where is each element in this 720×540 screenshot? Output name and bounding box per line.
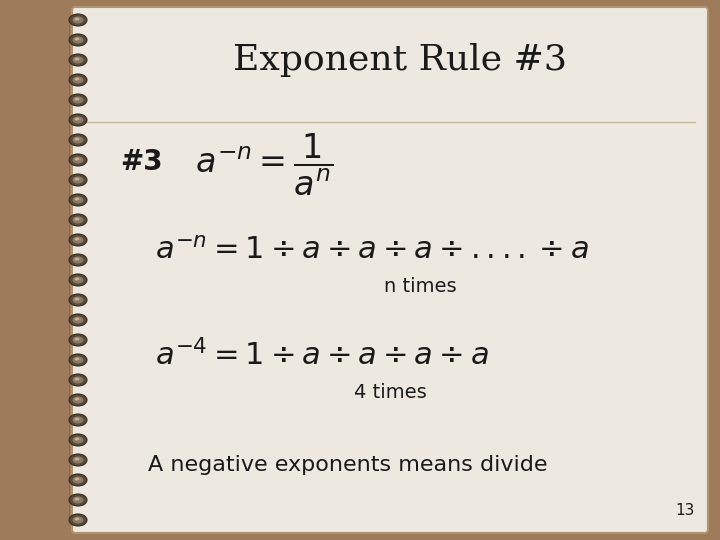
Ellipse shape xyxy=(74,477,79,481)
Ellipse shape xyxy=(74,517,79,521)
Ellipse shape xyxy=(73,157,84,164)
Text: 4 times: 4 times xyxy=(354,382,426,402)
Ellipse shape xyxy=(74,318,79,321)
Ellipse shape xyxy=(69,294,87,306)
Text: 13: 13 xyxy=(675,503,695,518)
Text: $a^{-n} = 1\div a\div a\div a\div ....\div a$: $a^{-n} = 1\div a\div a\div a\div ....\d… xyxy=(155,235,589,265)
Ellipse shape xyxy=(73,137,84,144)
Ellipse shape xyxy=(74,397,79,401)
FancyBboxPatch shape xyxy=(72,7,708,533)
Ellipse shape xyxy=(74,298,79,300)
Ellipse shape xyxy=(69,234,87,246)
Ellipse shape xyxy=(69,454,87,466)
Text: #3: #3 xyxy=(120,148,163,176)
Ellipse shape xyxy=(69,194,87,206)
Ellipse shape xyxy=(74,198,79,200)
Ellipse shape xyxy=(74,278,79,280)
Ellipse shape xyxy=(73,376,84,383)
Ellipse shape xyxy=(69,314,87,326)
Ellipse shape xyxy=(74,98,79,100)
Ellipse shape xyxy=(73,197,84,204)
Ellipse shape xyxy=(69,494,87,506)
Ellipse shape xyxy=(69,134,87,146)
Ellipse shape xyxy=(73,256,84,264)
Ellipse shape xyxy=(74,138,79,140)
Ellipse shape xyxy=(69,394,87,406)
Ellipse shape xyxy=(69,474,87,486)
Ellipse shape xyxy=(74,437,79,441)
Ellipse shape xyxy=(73,177,84,184)
Ellipse shape xyxy=(69,34,87,46)
Ellipse shape xyxy=(69,354,87,366)
Ellipse shape xyxy=(69,214,87,226)
Ellipse shape xyxy=(73,117,84,124)
Ellipse shape xyxy=(74,37,79,40)
Ellipse shape xyxy=(73,396,84,403)
Text: A negative exponents means divide: A negative exponents means divide xyxy=(148,455,547,475)
Text: $a^{-4} = 1\div a\div a\div a\div a$: $a^{-4} = 1\div a\div a\div a\div a$ xyxy=(155,339,489,372)
Ellipse shape xyxy=(73,496,84,503)
Ellipse shape xyxy=(74,57,79,60)
Ellipse shape xyxy=(73,237,84,244)
Ellipse shape xyxy=(69,94,87,106)
Ellipse shape xyxy=(74,258,79,260)
Ellipse shape xyxy=(73,97,84,104)
Ellipse shape xyxy=(74,357,79,361)
Ellipse shape xyxy=(74,497,79,501)
Ellipse shape xyxy=(69,374,87,386)
Ellipse shape xyxy=(73,336,84,343)
Ellipse shape xyxy=(69,514,87,526)
Ellipse shape xyxy=(73,77,84,84)
Ellipse shape xyxy=(74,158,79,160)
Ellipse shape xyxy=(69,114,87,126)
Ellipse shape xyxy=(73,217,84,224)
Ellipse shape xyxy=(73,436,84,443)
Ellipse shape xyxy=(74,178,79,180)
Text: n times: n times xyxy=(384,278,456,296)
Ellipse shape xyxy=(73,276,84,284)
Ellipse shape xyxy=(73,37,84,44)
Ellipse shape xyxy=(69,414,87,426)
Ellipse shape xyxy=(73,476,84,483)
Ellipse shape xyxy=(74,417,79,421)
Ellipse shape xyxy=(69,54,87,66)
Ellipse shape xyxy=(73,57,84,64)
Ellipse shape xyxy=(74,338,79,341)
Ellipse shape xyxy=(73,296,84,303)
Ellipse shape xyxy=(69,254,87,266)
Text: $a^{-n} = \dfrac{1}{a^{n}}$: $a^{-n} = \dfrac{1}{a^{n}}$ xyxy=(195,132,333,198)
Ellipse shape xyxy=(73,316,84,323)
Ellipse shape xyxy=(74,457,79,461)
Ellipse shape xyxy=(74,118,79,120)
Ellipse shape xyxy=(69,274,87,286)
Ellipse shape xyxy=(74,78,79,80)
Ellipse shape xyxy=(69,334,87,346)
Ellipse shape xyxy=(73,516,84,523)
Text: Exponent Rule #3: Exponent Rule #3 xyxy=(233,43,567,77)
Ellipse shape xyxy=(73,416,84,423)
Ellipse shape xyxy=(74,17,79,21)
Ellipse shape xyxy=(69,434,87,446)
Ellipse shape xyxy=(69,14,87,26)
Ellipse shape xyxy=(69,154,87,166)
Ellipse shape xyxy=(69,174,87,186)
Ellipse shape xyxy=(69,74,87,86)
Ellipse shape xyxy=(73,356,84,363)
Ellipse shape xyxy=(73,456,84,463)
Ellipse shape xyxy=(74,218,79,220)
Ellipse shape xyxy=(74,238,79,240)
Ellipse shape xyxy=(74,377,79,381)
Ellipse shape xyxy=(73,17,84,24)
